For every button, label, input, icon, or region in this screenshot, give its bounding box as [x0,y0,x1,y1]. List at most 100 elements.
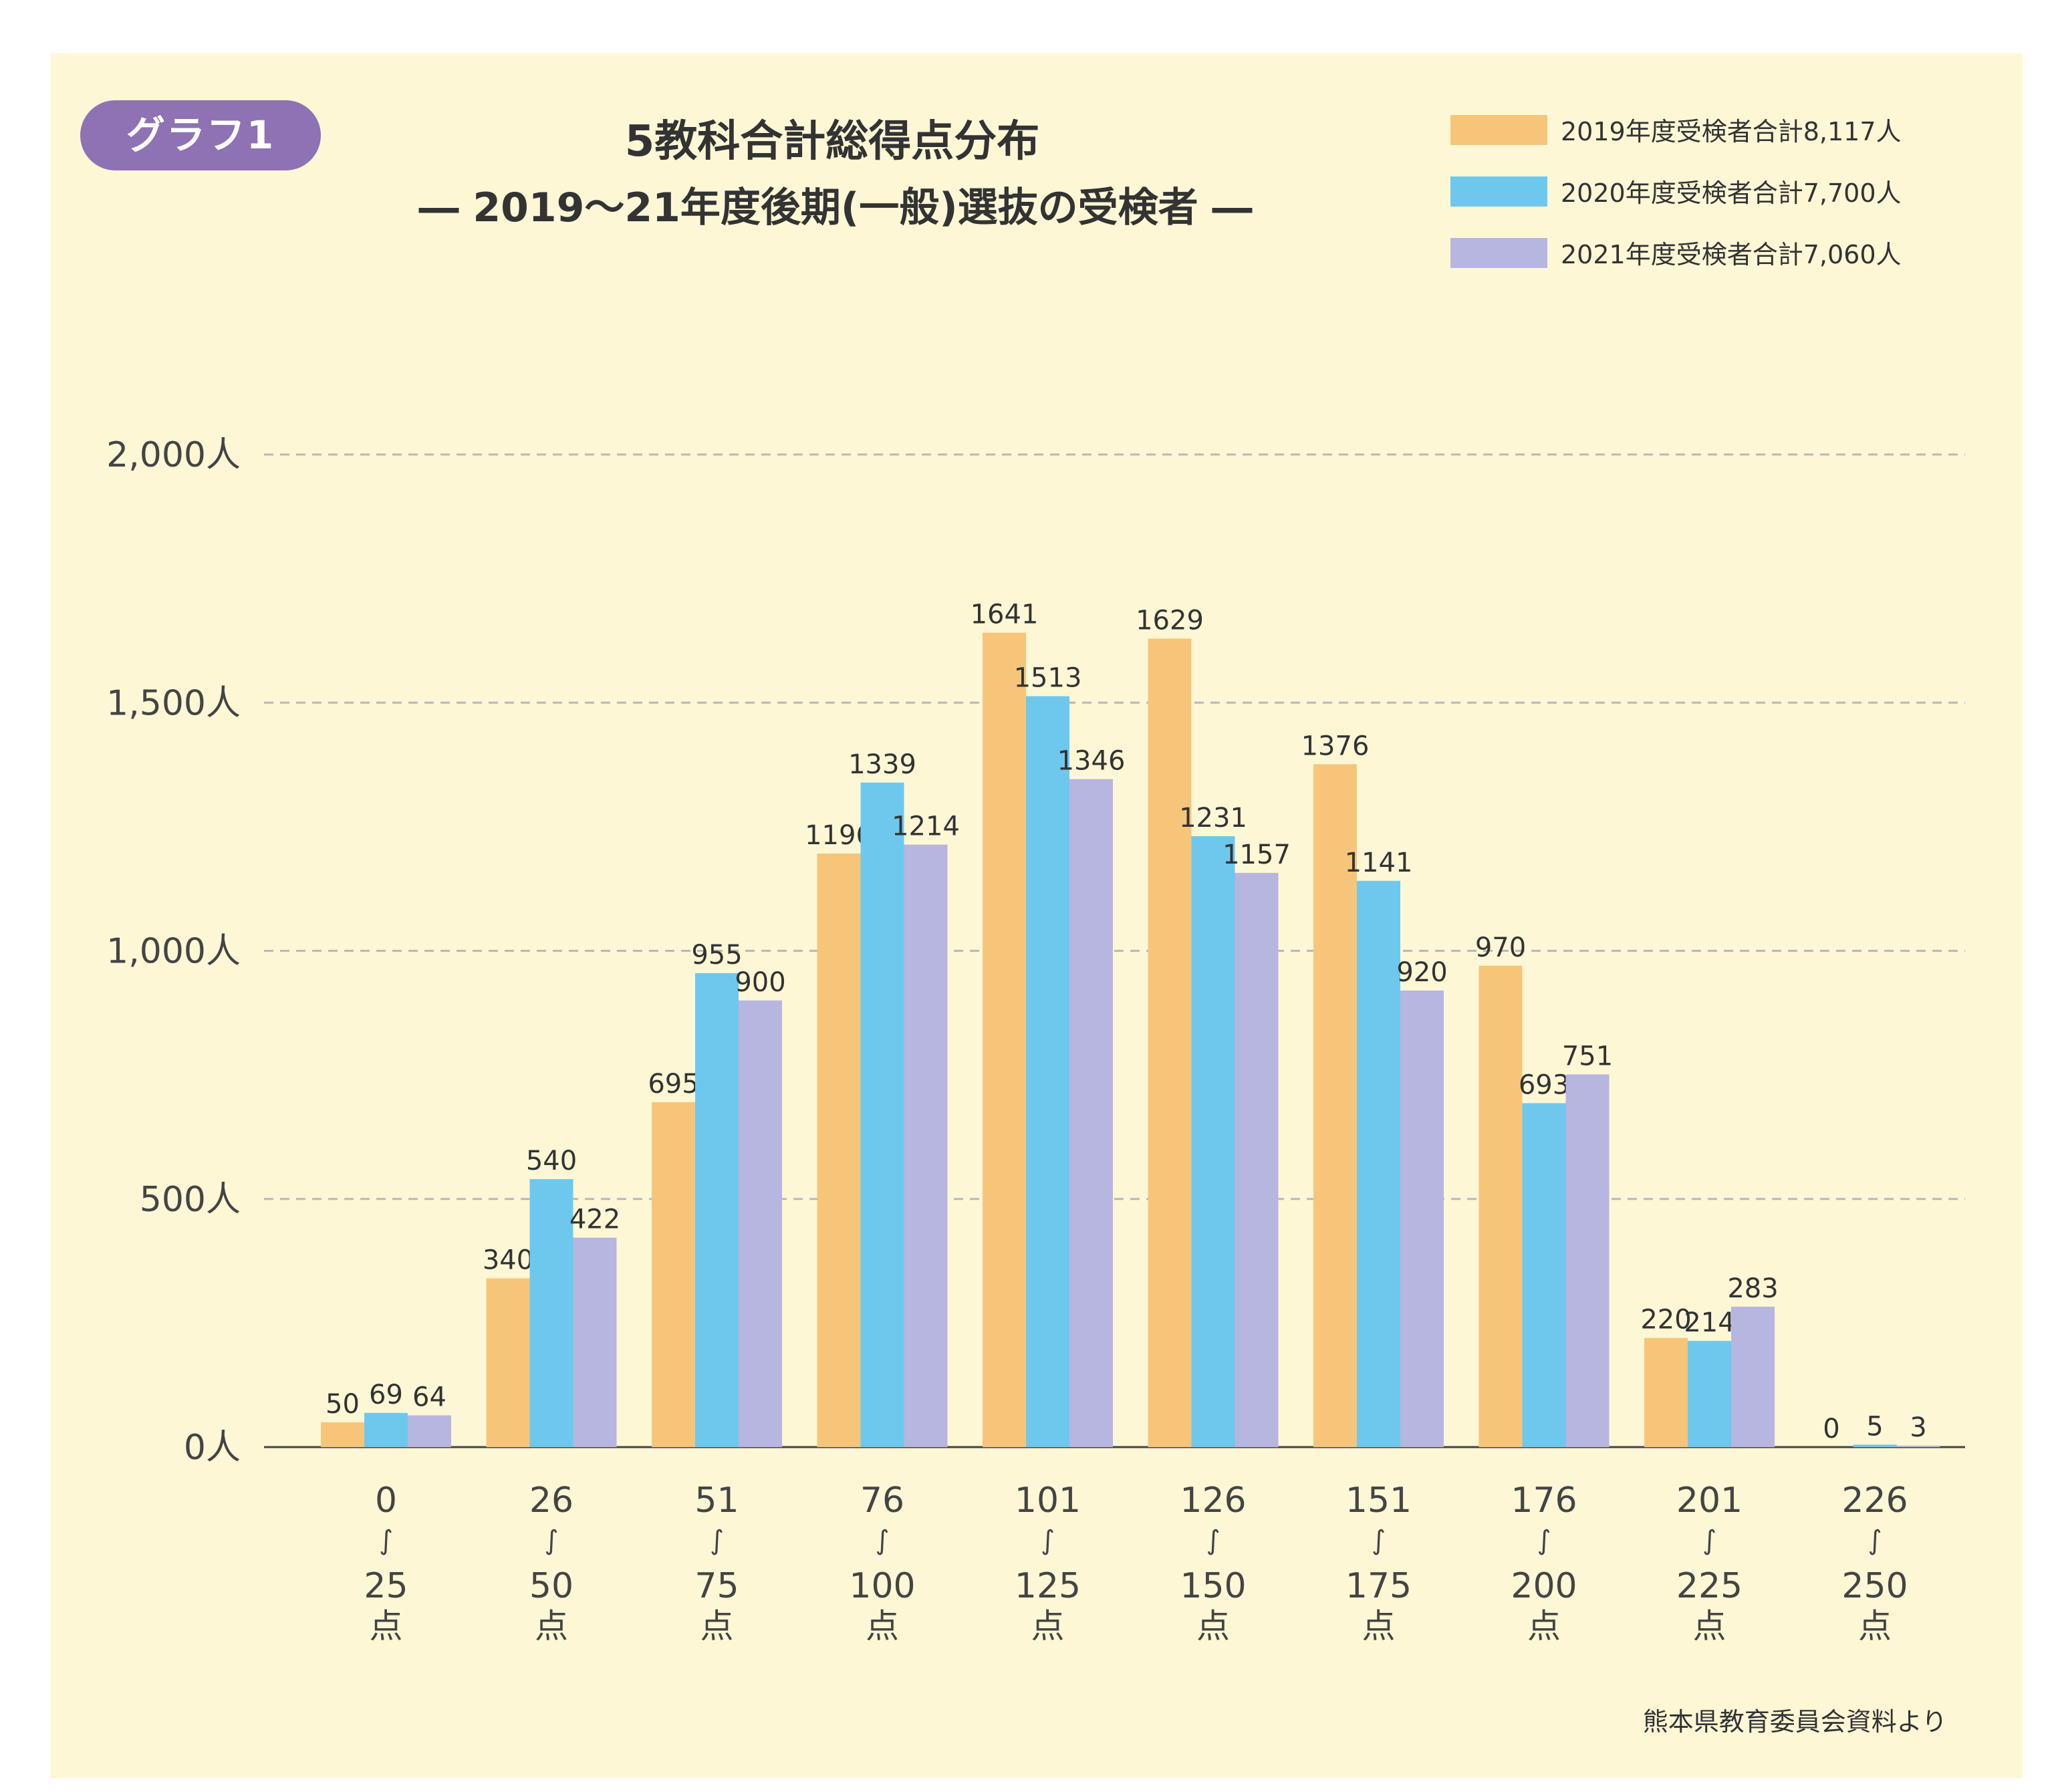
data-label: 50 [326,1389,360,1420]
legend-swatch-2019 [1450,115,1547,145]
x-tick-range-mark: ∫ [1372,1525,1386,1556]
x-tick-range-mark: ∫ [1041,1525,1055,1556]
data-label: 1513 [1014,663,1082,694]
x-tick-from: 151 [1345,1481,1412,1521]
bar-2-1 [573,1237,617,1447]
x-tick-to: 150 [1180,1566,1246,1606]
legend-swatch-2020 [1450,176,1547,207]
x-tick-to: 175 [1345,1566,1412,1606]
bar-2-6 [1400,990,1444,1447]
x-tick-from: 176 [1511,1481,1577,1521]
data-label: 340 [483,1245,533,1276]
bar-2-4 [1069,779,1113,1447]
x-tick-from: 126 [1180,1481,1246,1521]
x-tick-to: 75 [694,1566,739,1606]
legend-label-2020: 2020年度受検者合計7,700人 [1561,178,1902,208]
x-tick-unit: 点 [1196,1607,1230,1646]
data-label: 695 [648,1069,698,1100]
x-tick-unit: 点 [1031,1607,1065,1646]
data-label: 3 [1910,1412,1926,1443]
data-label: 214 [1684,1307,1735,1338]
x-tick-to: 225 [1676,1566,1743,1606]
bar-2-2 [739,1000,782,1447]
x-tick-to: 250 [1841,1566,1908,1606]
data-label: 1346 [1057,746,1126,777]
x-tick-range-mark: ∫ [1206,1525,1221,1556]
y-tick-label: 0人 [184,1428,241,1468]
data-label: 64 [412,1382,446,1412]
data-label: 1214 [892,811,960,842]
legend-label-2021: 2021年度受検者合計7,060人 [1561,240,1902,269]
data-label: 1629 [1136,605,1204,636]
data-label: 920 [1396,957,1447,988]
x-tick-unit: 点 [1527,1607,1561,1646]
legend-label-2019: 2019年度受検者合計8,117人 [1561,117,1902,146]
bar-1-3 [860,782,904,1447]
data-label: 955 [691,940,742,971]
bar-0-6 [1313,764,1357,1447]
bar-0-3 [817,853,861,1447]
legend-item-2021: 2021年度受検者合計7,060人 [1450,230,2019,291]
bar-0-8 [1644,1337,1688,1447]
data-label: 69 [369,1380,403,1410]
x-tick-from: 201 [1676,1481,1743,1521]
bar-1-9 [1853,1444,1897,1447]
x-tick-unit: 点 [535,1607,568,1646]
x-tick-range-mark: ∫ [876,1525,890,1556]
source-note: 熊本県教育委員会資料より [1642,1707,1947,1737]
x-tick-from: 76 [860,1481,904,1521]
data-label: 220 [1640,1305,1691,1335]
bar-2-8 [1731,1306,1775,1447]
bar-1-8 [1688,1341,1731,1447]
data-label: 1641 [971,600,1039,630]
x-tick-to: 50 [529,1566,573,1606]
bar-1-2 [695,973,739,1447]
legend: 2019年度受検者合計8,117人 2020年度受検者合計7,700人 2021… [1450,107,2019,291]
x-tick-unit: 点 [370,1607,403,1646]
x-tick-unit: 点 [1362,1607,1396,1646]
data-label: 1157 [1223,840,1291,870]
bar-0-0 [321,1422,364,1447]
bar-0-1 [486,1278,530,1447]
data-label: 1141 [1345,848,1413,878]
x-tick-from: 51 [694,1481,739,1521]
x-tick-unit: 点 [866,1607,899,1646]
x-tick-range-mark: ∫ [710,1525,724,1556]
bar-1-1 [529,1179,573,1447]
x-tick-to: 100 [849,1566,915,1606]
x-tick-to: 200 [1511,1566,1577,1606]
bar-0-2 [652,1102,695,1447]
x-tick-to: 25 [364,1566,408,1606]
data-label: 751 [1562,1041,1613,1071]
x-tick-from: 0 [375,1481,397,1521]
graph-badge: グラフ1 [80,100,321,170]
legend-item-2020: 2020年度受検者合計7,700人 [1450,168,2019,230]
bar-2-9 [1896,1445,1940,1447]
x-tick-range-mark: ∫ [1868,1525,1882,1556]
x-tick-from: 101 [1015,1481,1081,1521]
x-tick-from: 26 [529,1481,573,1521]
bar-2-7 [1565,1074,1610,1447]
data-label: 1231 [1179,803,1247,834]
data-label: 422 [569,1204,620,1235]
bar-2-5 [1235,872,1279,1447]
bar-2-0 [408,1415,451,1447]
x-tick-unit: 点 [1693,1607,1726,1646]
bar-1-5 [1191,836,1235,1447]
bar-0-4 [983,632,1026,1447]
data-label: 900 [735,967,785,998]
y-tick-label: 1,500人 [106,683,241,723]
data-label: 283 [1727,1273,1778,1304]
y-tick-label: 500人 [140,1180,241,1220]
y-tick-label: 1,000人 [106,932,241,972]
bar-1-4 [1026,696,1069,1447]
bar-1-0 [364,1412,408,1447]
legend-item-2019: 2019年度受検者合計8,117人 [1450,107,2019,168]
bar-1-6 [1357,880,1400,1447]
x-tick-range-mark: ∫ [1702,1525,1716,1556]
data-label: 540 [526,1146,577,1176]
data-label: 0 [1823,1414,1839,1444]
bar-0-5 [1148,638,1192,1447]
x-tick-range-mark: ∫ [545,1525,559,1556]
